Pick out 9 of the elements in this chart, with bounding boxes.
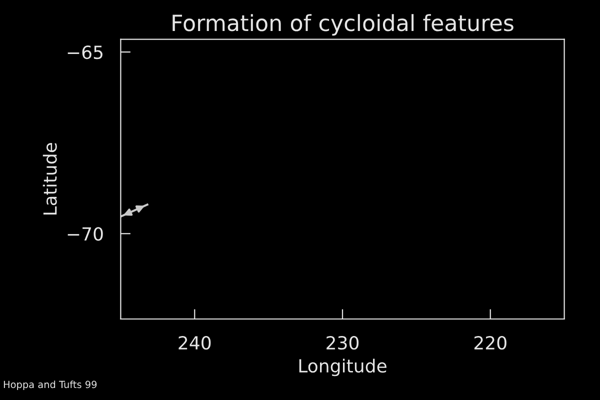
x-tick-label: 230: [326, 336, 359, 350]
x-axis-title: Longitude: [299, 358, 386, 376]
text: Hoppa and Tufts 99: [4, 380, 97, 390]
x-tick-label: 220: [474, 336, 506, 350]
y-tick-label: −65: [68, 45, 102, 60]
y-axis-title: Latitude: [42, 142, 57, 215]
chart-title: Formation of cycloidal features: [172, 14, 514, 36]
y-tick-label: −70: [68, 227, 103, 241]
x-tick-label: 240: [178, 336, 211, 350]
